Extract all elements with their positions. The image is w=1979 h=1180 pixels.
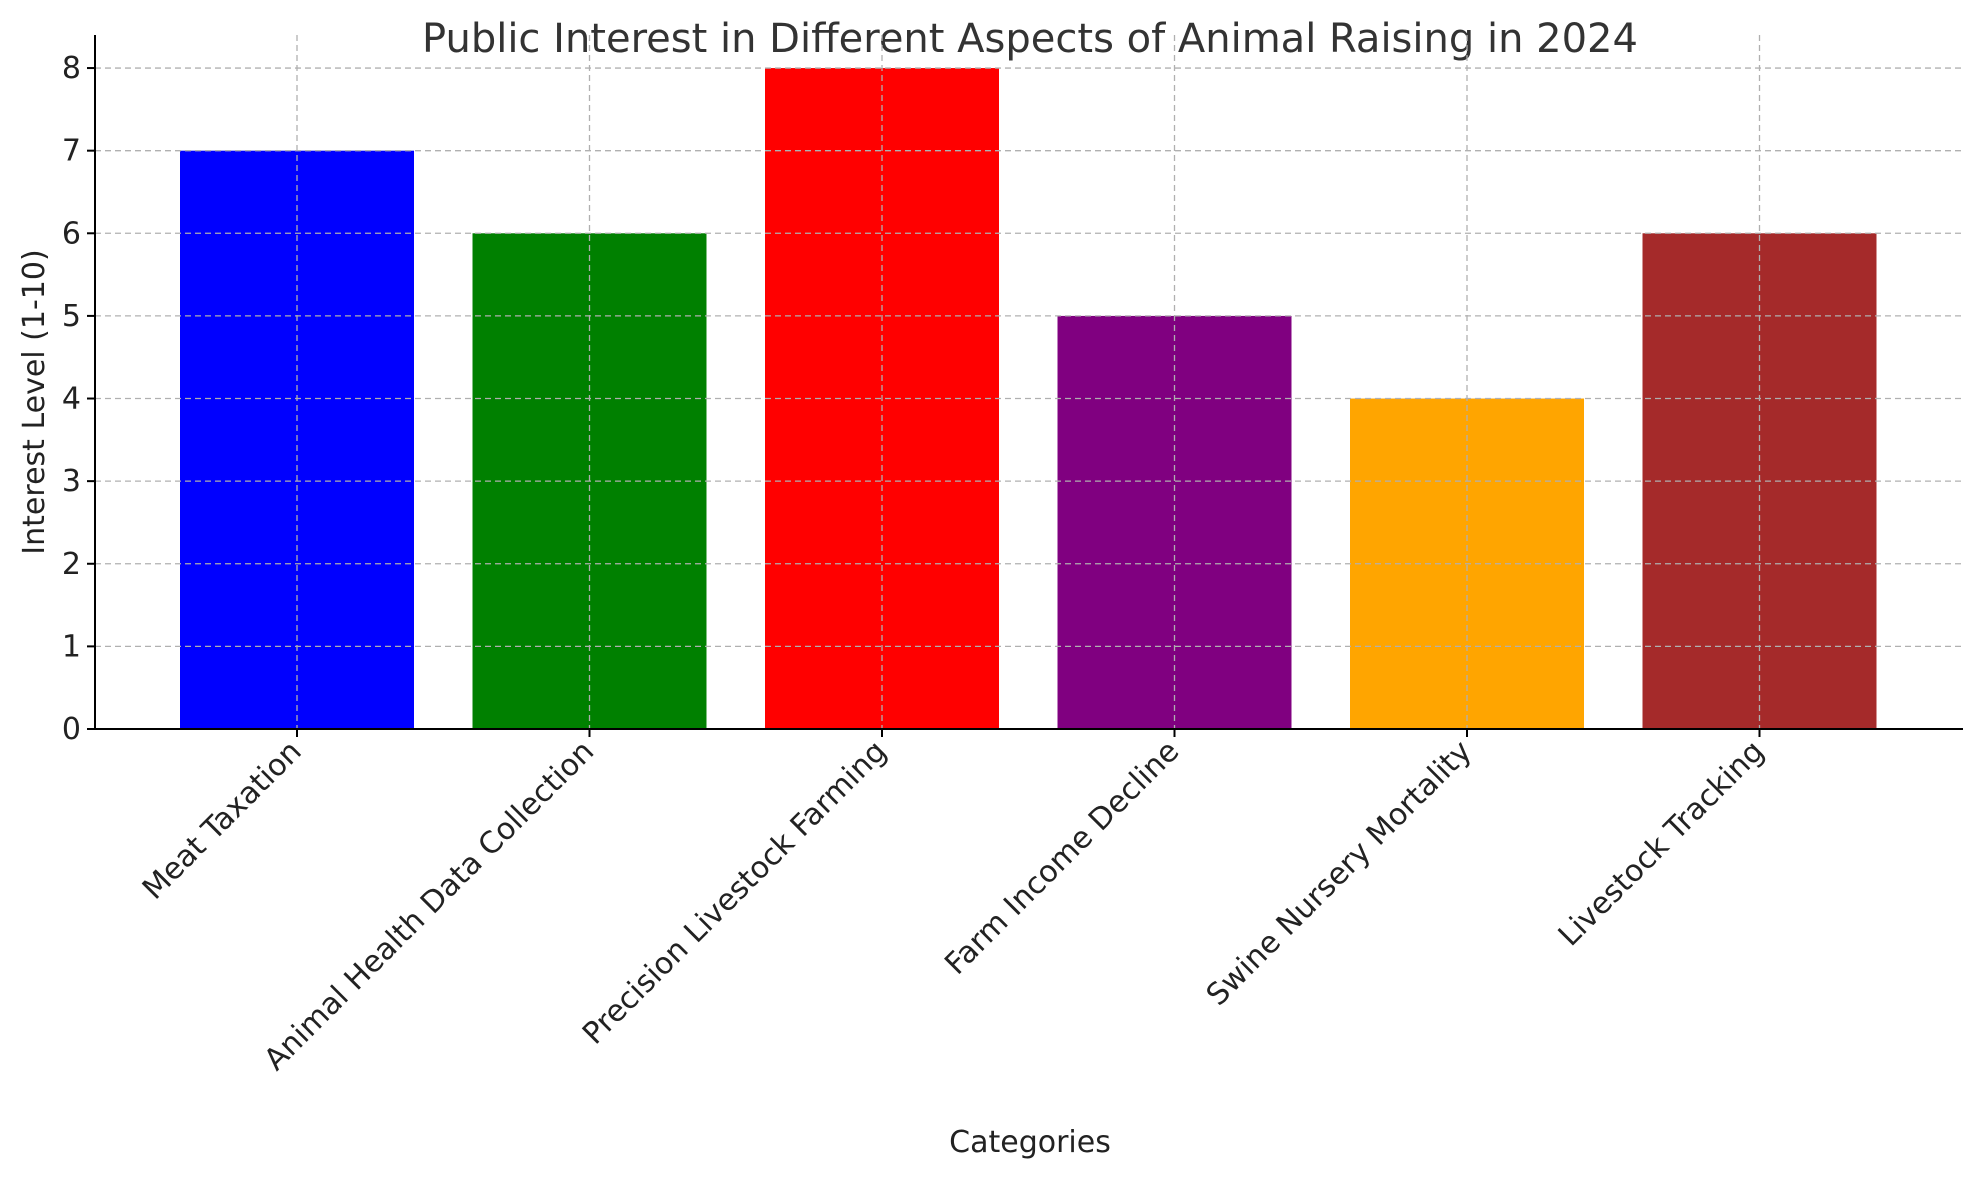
x-axis-label: Categories xyxy=(949,1125,1111,1160)
y-tick-label: 8 xyxy=(62,51,81,86)
y-axis-label: Interest Level (1-10) xyxy=(17,249,52,554)
y-tick-label: 4 xyxy=(62,382,81,417)
y-tick-label: 0 xyxy=(62,712,81,747)
chart-title: Public Interest in Different Aspects of … xyxy=(422,16,1638,62)
y-tick-label: 2 xyxy=(62,547,81,582)
x-tick-label: Precision Livestock Farming xyxy=(576,734,894,1052)
x-tick-label: Animal Health Data Collection xyxy=(258,734,602,1078)
x-tick-label: Farm Income Decline xyxy=(938,734,1186,982)
y-tick-label: 5 xyxy=(62,299,81,334)
y-tick-label: 3 xyxy=(62,464,81,499)
x-tick-label: Meat Taxation xyxy=(136,734,309,907)
y-axis-ticks: 0 1 2 3 4 5 6 7 8 xyxy=(62,51,95,747)
x-tick-label: Swine Nursery Mortality xyxy=(1200,734,1479,1013)
y-tick-label: 7 xyxy=(62,134,81,169)
x-tick-label: Livestock Tracking xyxy=(1552,734,1771,953)
y-tick-label: 6 xyxy=(62,216,81,251)
axes xyxy=(94,35,1963,730)
y-tick-label: 1 xyxy=(62,629,81,664)
